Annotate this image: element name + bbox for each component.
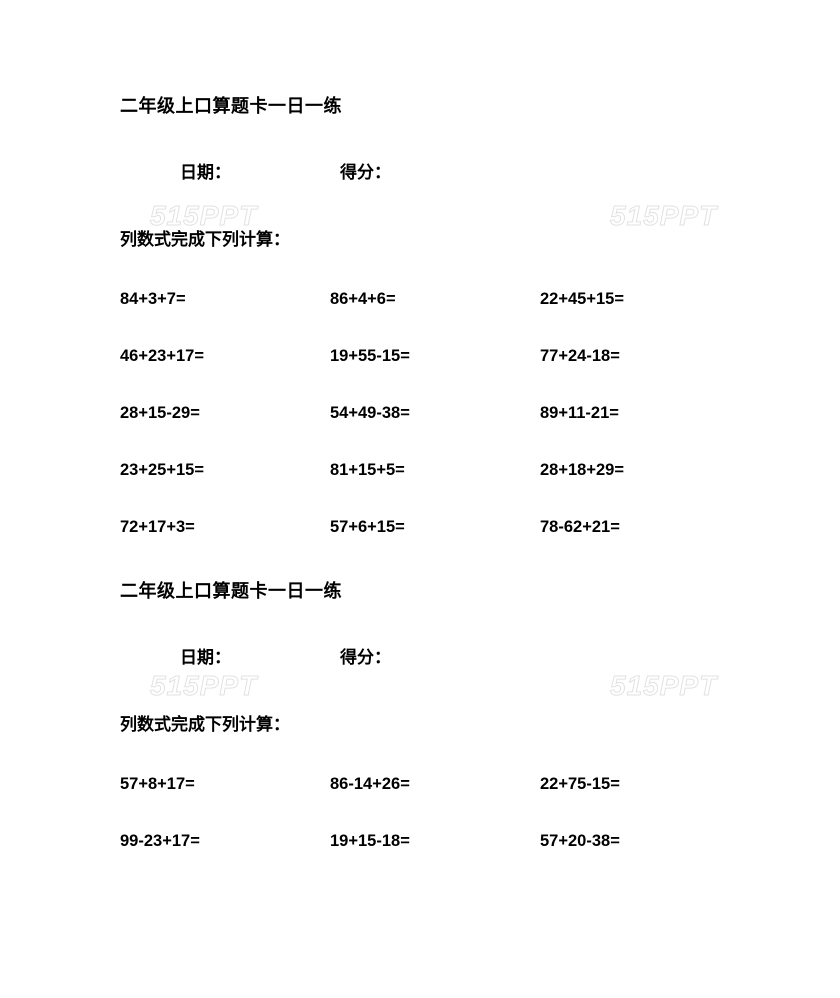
section1-meta-row: 日期： 得分：: [120, 158, 720, 183]
problem-cell: 86+4+6=: [330, 290, 540, 309]
problem-cell: 22+45+15=: [540, 290, 720, 309]
problem-cell: 77+24-18=: [540, 347, 720, 366]
section2-instruction: 列数式完成下列计算：: [120, 710, 720, 735]
problem-cell: 99-23+17=: [120, 832, 330, 851]
problem-cell: 46+23+17=: [120, 347, 330, 366]
problem-cell: 57+8+17=: [120, 775, 330, 794]
date-label: 日期：: [180, 643, 340, 668]
problem-cell: 78-62+21=: [540, 518, 720, 537]
score-label: 得分：: [340, 643, 391, 668]
score-label: 得分：: [340, 158, 391, 183]
section2-meta-row: 日期： 得分：: [120, 643, 720, 668]
date-label: 日期：: [180, 158, 340, 183]
problem-cell: 86-14+26=: [330, 775, 540, 794]
problem-cell: 19+55-15=: [330, 347, 540, 366]
problem-cell: 57+20-38=: [540, 832, 720, 851]
problem-cell: 28+18+29=: [540, 461, 720, 480]
problem-cell: 84+3+7=: [120, 290, 330, 309]
problem-cell: 81+15+5=: [330, 461, 540, 480]
section-1: 二年级上口算题卡一日一练 日期： 得分： 列数式完成下列计算： 84+3+7= …: [120, 92, 720, 537]
section1-title: 二年级上口算题卡一日一练: [120, 92, 720, 118]
section1-problems-grid: 84+3+7= 86+4+6= 22+45+15= 46+23+17= 19+5…: [120, 290, 720, 537]
worksheet-page: 二年级上口算题卡一日一练 日期： 得分： 列数式完成下列计算： 84+3+7= …: [0, 0, 840, 998]
section1-instruction: 列数式完成下列计算：: [120, 225, 720, 250]
problem-cell: 28+15-29=: [120, 404, 330, 423]
problem-cell: 54+49-38=: [330, 404, 540, 423]
section2-problems-grid: 57+8+17= 86-14+26= 22+75-15= 99-23+17= 1…: [120, 775, 720, 851]
section2-title: 二年级上口算题卡一日一练: [120, 577, 720, 603]
problem-cell: 22+75-15=: [540, 775, 720, 794]
problem-cell: 57+6+15=: [330, 518, 540, 537]
problem-cell: 23+25+15=: [120, 461, 330, 480]
problem-cell: 19+15-18=: [330, 832, 540, 851]
section-2: 二年级上口算题卡一日一练 日期： 得分： 列数式完成下列计算： 57+8+17=…: [120, 577, 720, 851]
problem-cell: 89+11-21=: [540, 404, 720, 423]
problem-cell: 72+17+3=: [120, 518, 330, 537]
